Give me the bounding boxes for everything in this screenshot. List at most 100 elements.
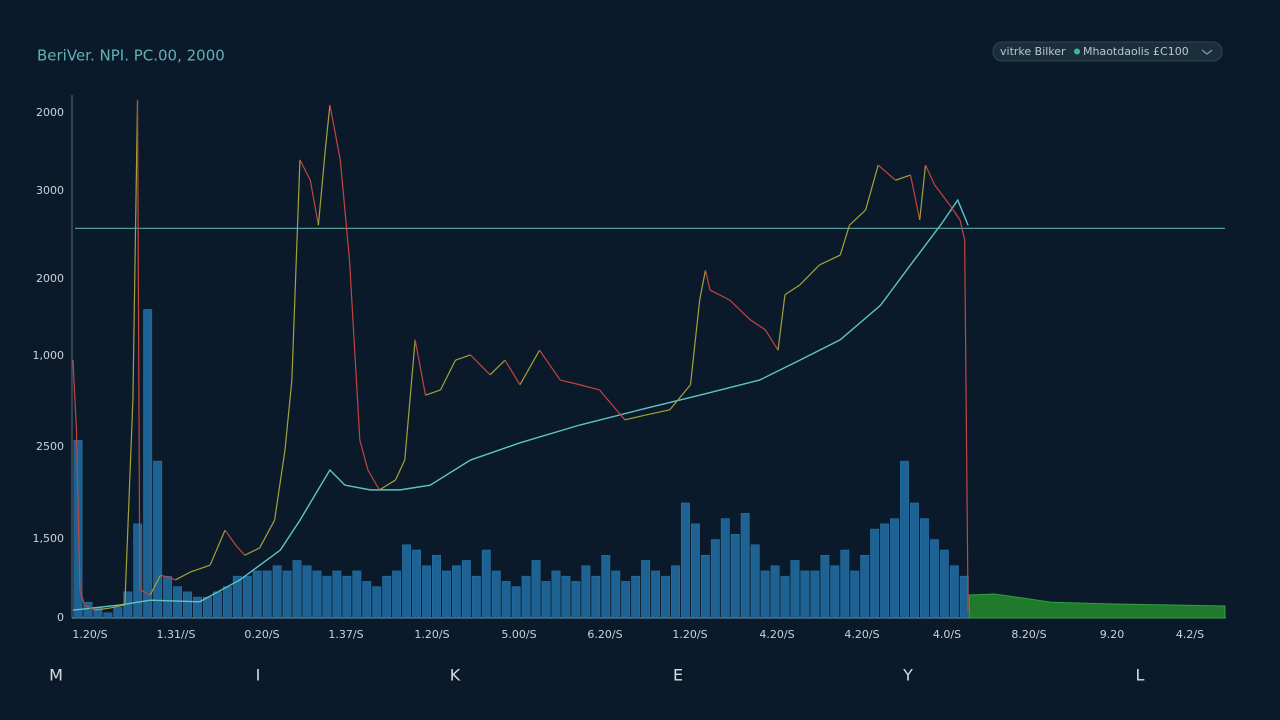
volume-bar	[710, 539, 720, 619]
volume-bar	[920, 518, 929, 619]
price-segment	[94, 607, 110, 611]
price-segment	[124, 399, 134, 605]
volume-bar	[153, 460, 163, 619]
volume-bar	[750, 544, 760, 619]
volume-bar	[870, 528, 880, 619]
price-segment	[79, 589, 86, 606]
price-segment	[132, 100, 139, 400]
x-tick-label: 4.20/S	[759, 628, 794, 641]
price-segment	[645, 409, 670, 416]
volume-bar	[83, 602, 93, 619]
volume-bar	[651, 570, 660, 619]
price-segment	[560, 379, 581, 386]
price-segment	[624, 414, 646, 421]
volume-bar	[252, 570, 262, 619]
price-segment	[839, 225, 851, 256]
forecast-area	[968, 593, 1226, 619]
price-segment	[949, 204, 961, 221]
volume-bar	[631, 575, 641, 619]
volume-bar	[730, 534, 740, 619]
price-segment	[934, 184, 951, 206]
x-tick-label: 1.20/S	[672, 628, 707, 641]
volume-bar	[661, 575, 670, 619]
x-tick-label: 4.0/S	[933, 628, 961, 641]
volume-bar	[222, 586, 232, 619]
x-tick-label: 9.20	[1100, 628, 1125, 641]
price-segment	[209, 529, 226, 566]
volume-bar	[611, 570, 621, 619]
price-segment	[777, 294, 786, 351]
price-segment	[784, 284, 801, 296]
price-segment	[689, 299, 701, 385]
y-tick-label: 3000	[36, 184, 64, 197]
price-segment	[72, 360, 78, 431]
price-segment	[395, 459, 406, 481]
price-segment	[709, 289, 730, 301]
volume-bar	[551, 570, 561, 619]
price-segment	[274, 450, 286, 521]
volume-bar	[183, 591, 192, 619]
volume-bar	[800, 570, 810, 619]
volume-bar	[561, 575, 571, 619]
price-segment	[109, 604, 125, 609]
price-segment	[136, 100, 141, 590]
volume-bar	[193, 596, 202, 619]
volume-bar	[412, 549, 421, 619]
price-segment	[924, 164, 936, 186]
volume-bar	[232, 575, 242, 619]
price-segment	[964, 239, 969, 613]
x-tick-label: 5.00/S	[501, 628, 536, 641]
price-segment	[139, 589, 151, 596]
volume-bar	[392, 570, 402, 619]
volume-bar	[342, 575, 352, 619]
price-segment	[309, 180, 319, 226]
volume-bar	[322, 575, 332, 619]
volume-bar	[850, 570, 860, 619]
volume-bar	[780, 575, 790, 619]
price-segment	[539, 349, 561, 381]
price-segment	[959, 219, 966, 241]
volume-bar	[700, 554, 710, 619]
price-segment	[244, 547, 260, 556]
volume-bar	[481, 549, 491, 619]
dropdown-chevron[interactable]	[1201, 49, 1213, 55]
price-segment	[84, 604, 96, 611]
volume-bar	[511, 586, 521, 619]
volume-bar	[880, 523, 890, 619]
volume-bar	[133, 523, 143, 619]
price-segment	[579, 384, 600, 391]
price-segment	[359, 440, 369, 471]
price-segment	[379, 479, 396, 491]
legend-pill[interactable]	[992, 41, 1223, 62]
price-segment	[704, 270, 711, 291]
price-segment	[75, 430, 81, 590]
footer-letter: L	[1136, 666, 1145, 685]
average-line	[72, 198, 969, 611]
volume-bar	[830, 565, 840, 619]
x-tick-label: 1.20/S	[414, 628, 449, 641]
volume-bar	[760, 570, 770, 619]
volume-bar	[113, 607, 123, 619]
volume-bar	[242, 575, 252, 619]
volume-bar	[212, 591, 222, 619]
price-segment	[291, 159, 301, 381]
price-segment	[404, 339, 416, 461]
x-tick-label: 1.20/S	[72, 628, 107, 641]
volume-bar	[382, 575, 392, 619]
volume-bar	[681, 502, 690, 619]
volume-bar	[541, 581, 551, 619]
price-segment	[160, 574, 176, 581]
footer-letter: K	[450, 666, 461, 685]
volume-bar	[959, 575, 969, 619]
volume-bar	[442, 570, 451, 619]
volume-bar	[641, 560, 651, 619]
price-segment	[699, 270, 707, 301]
price-segment	[864, 164, 879, 211]
volume-bar	[302, 565, 312, 619]
volume-bar	[362, 581, 372, 619]
price-segment	[175, 571, 191, 581]
price-segment	[455, 354, 471, 361]
volume-bar	[840, 549, 850, 619]
price-segment	[190, 564, 211, 573]
